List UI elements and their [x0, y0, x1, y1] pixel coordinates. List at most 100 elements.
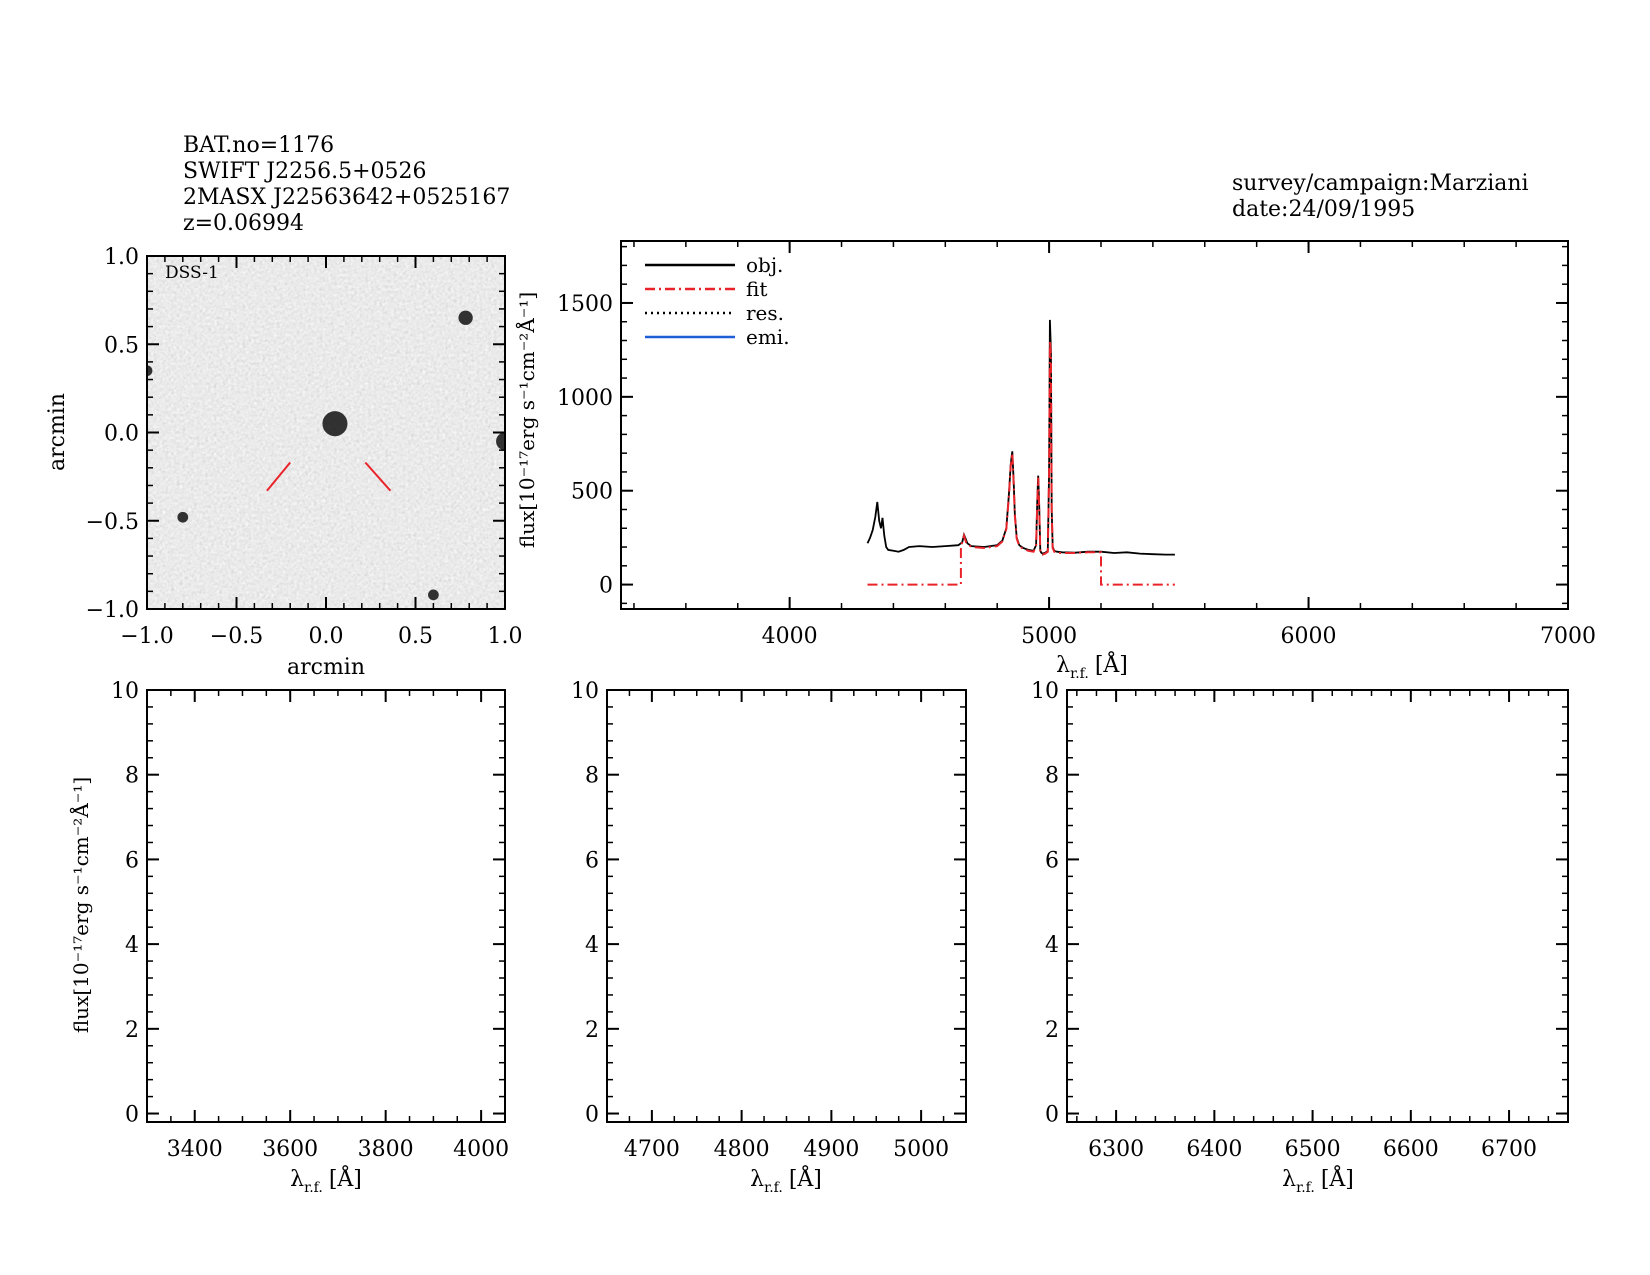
dss-x-tick-label: 1.0	[488, 624, 523, 649]
zoom-middle-frame	[606, 689, 967, 1123]
xlabel-lambda: λ	[290, 1167, 304, 1192]
main-spectrum-ylabel: flux[10⁻¹⁷erg s⁻¹cm⁻²Å⁻¹]	[514, 292, 539, 548]
zoom-right-x-tick-label: 6700	[1481, 1137, 1537, 1162]
main-spectrum-axes: 4000 5000 6000 7000 0 500 1000 1500	[557, 240, 1596, 649]
target-marker-line	[364, 461, 392, 492]
zoom-left-x-tick-label: 4000	[453, 1137, 509, 1162]
zoom-middle-y-tick-label: 4	[585, 933, 599, 958]
zoom-right-y-tick-label: 2	[1045, 1018, 1059, 1043]
xlabel-subscript: r.f.	[1070, 666, 1089, 682]
zoom-right-xlabel: λr.f. [Å]	[1282, 1164, 1354, 1196]
dss-ylabel: arcmin	[45, 393, 70, 471]
xlabel-unit: [Å]	[1095, 650, 1128, 678]
zoom-right-x-tick-label: 6500	[1285, 1137, 1341, 1162]
zoom-right-y-tick-label: 4	[1045, 933, 1059, 958]
dss-source	[322, 411, 348, 437]
dss-axes: −1.0 −0.5 0.0 0.5 1.0 −1.0 −0.5 0.0 0.5 1.0	[86, 245, 523, 649]
main-y-tick-label: 500	[571, 480, 613, 505]
dss-x-tick-label: 0.5	[398, 624, 433, 649]
series-fit	[867, 340, 1175, 586]
zoom-right-y-tick-label: 0	[1045, 1103, 1059, 1128]
xlabel-unit: [Å]	[1321, 1164, 1354, 1192]
zoom-right-y-tick-label: 8	[1045, 764, 1059, 789]
main-x-tick-label: 4000	[762, 624, 818, 649]
main-spectrum-panel: 4000 5000 6000 7000 0 500 1000 1500 obj.fitres.…	[514, 240, 1596, 682]
zoom-middle-x-tick-label: 4700	[624, 1137, 680, 1162]
main-spectrum-series	[866, 319, 1175, 586]
zoom-left-frame	[146, 689, 506, 1123]
dss-source	[458, 310, 473, 325]
zoom-left-x-tick-label: 3400	[167, 1137, 223, 1162]
zoom-left-y-tick-label: 0	[125, 1103, 139, 1128]
zoom-middle-x-tick-label: 5000	[893, 1137, 949, 1162]
main-x-tick-label: 7000	[1540, 624, 1596, 649]
xlabel-lambda: λ	[1282, 1167, 1296, 1192]
zoom-middle-x-tick-label: 4900	[803, 1137, 859, 1162]
zoom-left-y-tick-label: 10	[111, 679, 139, 704]
zoom-left-xlabel: λr.f. [Å]	[290, 1164, 362, 1196]
zoom-right-y-tick-label: 10	[1031, 679, 1059, 704]
zoom-middle-y-tick-label: 2	[585, 1018, 599, 1043]
zoom-right-axes: 6300 6400 6500 6600 6700 0 2 4 6 8 10	[1031, 679, 1569, 1162]
dss-label: DSS-1	[165, 263, 219, 283]
main-y-tick-label: 1000	[557, 386, 613, 411]
dss-y-tick-label: 0.5	[104, 333, 139, 358]
dss-source	[428, 589, 439, 601]
dss-x-tick-label: −1.0	[120, 624, 173, 649]
zoom-middle-y-tick-label: 8	[585, 764, 599, 789]
zoom-middle-y-tick-label: 6	[585, 848, 599, 873]
zoom-left-y-tick-label: 2	[125, 1018, 139, 1043]
xlabel-subscript: r.f.	[304, 1180, 323, 1196]
zoom-right-x-tick-label: 6400	[1186, 1137, 1242, 1162]
series-obj	[866, 319, 1175, 556]
xlabel-subscript: r.f.	[1296, 1180, 1315, 1196]
dss-sources	[147, 310, 505, 601]
main-frame	[620, 240, 1569, 610]
main-y-tick-label: 0	[599, 574, 613, 599]
dss-y-tick-label: −1.0	[86, 598, 139, 623]
dss-source	[496, 432, 505, 451]
zoom-right-y-tick-label: 6	[1045, 848, 1059, 873]
xlabel-unit: [Å]	[789, 1164, 822, 1192]
xlabel-subscript: r.f.	[764, 1180, 783, 1196]
legend-label: emi.	[746, 325, 790, 349]
dss-xlabel: arcmin	[287, 655, 365, 680]
zoom-left-y-tick-label: 4	[125, 933, 139, 958]
xlabel-lambda: λ	[750, 1167, 764, 1192]
target-marker-line	[266, 461, 291, 492]
dss-y-tick-label: 0.0	[104, 422, 139, 447]
main-x-tick-label: 6000	[1281, 624, 1337, 649]
zoom-left-y-tick-label: 8	[125, 764, 139, 789]
zoom-left-ylabel: flux[10⁻¹⁷erg s⁻¹cm⁻²Å⁻¹]	[68, 777, 93, 1033]
zoom-middle-x-tick-label: 4800	[714, 1137, 770, 1162]
zoom-middle-xlabel: λr.f. [Å]	[750, 1164, 822, 1196]
zoom-left-axes: 3400 3600 3800 4000 0 2 4 6 8 10	[111, 679, 509, 1162]
dss-x-tick-label: −0.5	[210, 624, 263, 649]
zoom-left-x-tick-label: 3600	[262, 1137, 318, 1162]
zoom-right-panel: 6300 6400 6500 6600 6700 0 2 4 6 8 10 λr.f. [Å]	[1031, 679, 1569, 1196]
zoom-left-y-tick-label: 6	[125, 848, 139, 873]
legend-label: res.	[746, 301, 784, 325]
swift-name: SWIFT J2256.5+0526	[183, 159, 427, 184]
main-x-tick-label: 5000	[1021, 624, 1077, 649]
dss-image-panel: DSS-1 −1.0 −0.5 0.0 0.5 1.0 −1.0 −0.5 0.0 0.5 1.0…	[45, 245, 523, 680]
dss-y-tick-label: −0.5	[86, 510, 139, 535]
twomass-name: 2MASX J22563642+0525167	[183, 185, 511, 210]
redshift-label: z=0.06994	[183, 211, 304, 236]
zoom-left-panel: 3400 3600 3800 4000 0 2 4 6 8 10 flux[10⁻¹⁷erg s⁻…	[68, 679, 509, 1196]
xlabel-lambda: λ	[1056, 653, 1070, 678]
date-label: date:24/09/1995	[1232, 197, 1416, 222]
survey-label: survey/campaign:Marziani	[1232, 171, 1529, 196]
dss-y-tick-label: 1.0	[104, 245, 139, 270]
target-marker	[266, 461, 392, 492]
legend-label: fit	[746, 277, 767, 301]
zoom-right-x-tick-label: 6600	[1383, 1137, 1439, 1162]
dss-image-background	[147, 256, 505, 609]
dss-source	[147, 365, 153, 377]
zoom-left-x-tick-label: 3800	[358, 1137, 414, 1162]
zoom-middle-y-tick-label: 10	[571, 679, 599, 704]
dss-x-tick-label: 0.0	[309, 624, 344, 649]
legend-label: obj.	[746, 253, 783, 277]
